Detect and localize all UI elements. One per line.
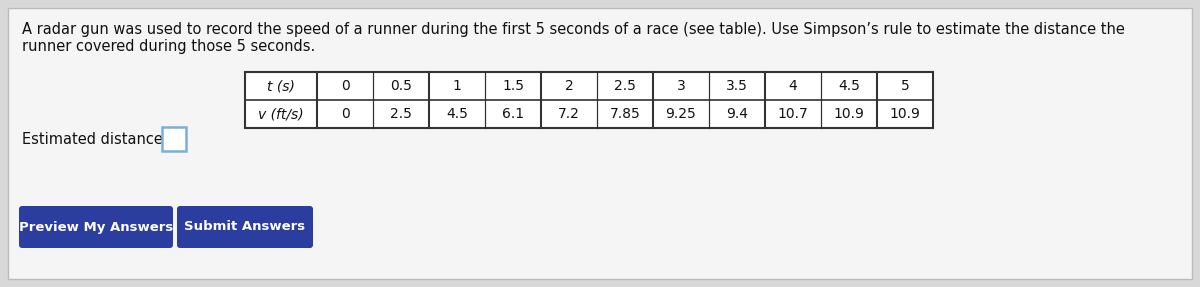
Text: 9.25: 9.25 [666,107,696,121]
Text: 1.5: 1.5 [502,79,524,93]
Text: 7.2: 7.2 [558,107,580,121]
FancyBboxPatch shape [19,206,173,248]
Text: 9.4: 9.4 [726,107,748,121]
Text: 10.9: 10.9 [889,107,920,121]
Text: Estimated distance:: Estimated distance: [22,131,168,146]
Text: 2.5: 2.5 [614,79,636,93]
Text: 5: 5 [901,79,910,93]
FancyBboxPatch shape [178,206,313,248]
Text: v (ft/s): v (ft/s) [258,107,304,121]
Text: 0: 0 [341,107,349,121]
Text: 7.85: 7.85 [610,107,641,121]
Text: 3: 3 [677,79,685,93]
Text: 3.5: 3.5 [726,79,748,93]
Text: 10.9: 10.9 [834,107,864,121]
Text: 1: 1 [452,79,462,93]
Text: runner covered during those 5 seconds.: runner covered during those 5 seconds. [22,39,316,54]
Bar [162,127,186,151]
Text: A radar gun was used to record the speed of a runner during the first 5 seconds : A radar gun was used to record the speed… [22,22,1124,37]
Text: 2: 2 [565,79,574,93]
Text: 6.1: 6.1 [502,107,524,121]
Text: 4: 4 [788,79,797,93]
Text: 4.5: 4.5 [446,107,468,121]
Text: 4.5: 4.5 [838,79,860,93]
Text: Preview My Answers: Preview My Answers [19,220,173,234]
Text: 0.5: 0.5 [390,79,412,93]
Text: 10.7: 10.7 [778,107,809,121]
Text: 0: 0 [341,79,349,93]
Text: Submit Answers: Submit Answers [185,220,306,234]
Text: 2.5: 2.5 [390,107,412,121]
Text: t (s): t (s) [268,79,295,93]
Bar [245,72,934,128]
